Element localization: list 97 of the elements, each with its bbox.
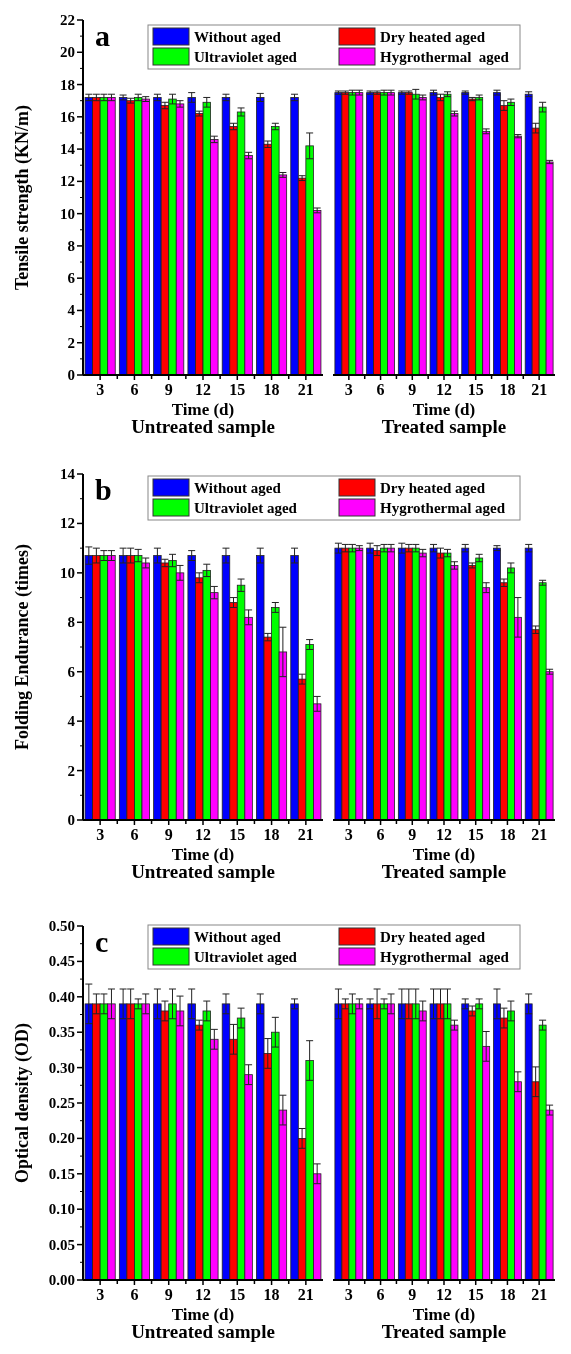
x-tick-label: 15 bbox=[467, 381, 484, 398]
y-axis-title: Optical density (OD) bbox=[12, 1023, 33, 1183]
y-tick-label: 0 bbox=[67, 812, 75, 828]
x-tick-label: 21 bbox=[531, 826, 548, 843]
x-tick-label: 15 bbox=[229, 381, 246, 398]
y-tick-label: 18 bbox=[60, 76, 75, 93]
x-tick-label: 9 bbox=[164, 1286, 173, 1303]
x-tick-label: 3 bbox=[96, 1286, 105, 1303]
x-tick-label: 6 bbox=[130, 381, 139, 398]
y-tick-label: 4 bbox=[67, 302, 76, 319]
y-tick-label: 0.30 bbox=[48, 1059, 75, 1076]
y-tick-label: 0.20 bbox=[48, 1130, 75, 1147]
y-tick-label: 8 bbox=[67, 237, 75, 254]
x-tick-label: 6 bbox=[376, 381, 385, 398]
y-tick-label: 0.50 bbox=[48, 918, 75, 934]
legend-label: Without aged bbox=[194, 29, 282, 45]
x-tick-label: 12 bbox=[436, 826, 452, 843]
x-tick-label: 3 bbox=[96, 381, 105, 398]
x-tick-label: 18 bbox=[263, 1286, 280, 1303]
x-tick-label: 18 bbox=[499, 826, 516, 843]
x-tick-label: 3 bbox=[344, 826, 353, 843]
y-tick-label: 10 bbox=[60, 205, 75, 222]
x-axis-title: Time (d) bbox=[171, 1305, 235, 1324]
y-tick-label: 22 bbox=[60, 12, 75, 28]
x-tick-label: 3 bbox=[344, 381, 353, 398]
y-tick-label: 14 bbox=[60, 466, 76, 482]
x-tick-label: 9 bbox=[408, 1286, 417, 1303]
y-tick-label: 6 bbox=[67, 270, 76, 287]
x-tick-label: 12 bbox=[195, 381, 211, 398]
x-tick-label: 15 bbox=[229, 1286, 246, 1303]
x-tick-label: 6 bbox=[130, 826, 139, 843]
y-tick-label: 0.25 bbox=[48, 1095, 75, 1111]
x-axis-title: Time (d) bbox=[412, 845, 476, 864]
y-tick-label: 0.00 bbox=[48, 1272, 75, 1288]
x-tick-label: 9 bbox=[408, 381, 417, 398]
x-tick-label: 12 bbox=[195, 826, 211, 843]
x-tick-label: 9 bbox=[164, 381, 173, 398]
chart-title: b bbox=[95, 473, 112, 506]
legend-label: Hygrothermal aged bbox=[380, 49, 510, 65]
x-tick-label: 15 bbox=[467, 826, 484, 843]
y-tick-label: 0.40 bbox=[48, 988, 75, 1005]
x-tick-label: 9 bbox=[408, 826, 417, 843]
x-tick-label: 6 bbox=[376, 1286, 385, 1303]
x-tick-label: 18 bbox=[499, 1286, 516, 1303]
y-tick-label: 14 bbox=[60, 141, 76, 158]
x-tick-label: 21 bbox=[297, 826, 314, 843]
y-tick-label: 0.45 bbox=[48, 953, 75, 970]
x-axis-title: Time (d) bbox=[412, 1305, 476, 1324]
y-tick-label: 2 bbox=[67, 762, 75, 779]
y-tick-label: 20 bbox=[60, 44, 75, 61]
x-axis-title: Time (d) bbox=[171, 400, 235, 419]
y-tick-label: 0.35 bbox=[48, 1024, 75, 1041]
x-tick-label: 12 bbox=[436, 381, 452, 398]
x-axis-title: Time (d) bbox=[171, 845, 235, 864]
y-tick-label: 12 bbox=[60, 515, 75, 532]
x-tick-label: 3 bbox=[344, 1286, 353, 1303]
legend-label: Dry heated aged bbox=[380, 929, 486, 945]
x-tick-label: 21 bbox=[297, 381, 314, 398]
legend-label: Hygrothermal aged bbox=[380, 500, 506, 516]
y-tick-label: 0.05 bbox=[48, 1236, 75, 1253]
x-tick-label: 15 bbox=[229, 826, 246, 843]
y-tick-label: 8 bbox=[67, 614, 75, 631]
x-axis-title: Time (d) bbox=[412, 400, 476, 419]
chart-title: a bbox=[95, 19, 110, 52]
y-tick-label: 12 bbox=[60, 173, 75, 190]
y-tick-label: 2 bbox=[67, 334, 75, 351]
x-tick-label: 12 bbox=[436, 1286, 452, 1303]
y-tick-label: 0.10 bbox=[48, 1201, 75, 1218]
y-axis-title: Folding Endurance (times) bbox=[12, 543, 33, 751]
y-tick-label: 4 bbox=[67, 713, 76, 730]
x-tick-label: 21 bbox=[531, 381, 548, 398]
y-tick-label: 16 bbox=[60, 108, 76, 125]
x-tick-label: 18 bbox=[263, 826, 280, 843]
chart-title: c bbox=[95, 925, 109, 958]
legend-label: Ultraviolet aged bbox=[194, 500, 298, 516]
x-tick-label: 9 bbox=[164, 826, 173, 843]
legend-label: Without aged bbox=[194, 929, 282, 945]
legend-label: Ultraviolet aged bbox=[194, 49, 298, 65]
y-tick-label: 10 bbox=[60, 564, 75, 581]
x-tick-label: 21 bbox=[297, 1286, 314, 1303]
x-tick-label: 6 bbox=[130, 1286, 139, 1303]
x-tick-label: 21 bbox=[531, 1286, 548, 1303]
y-tick-label: 0.15 bbox=[48, 1165, 75, 1182]
x-tick-label: 18 bbox=[263, 381, 280, 398]
legend-label: Without aged bbox=[194, 480, 282, 496]
y-tick-label: 6 bbox=[67, 663, 76, 680]
legend-label: Hygrothermal aged bbox=[380, 949, 510, 965]
x-tick-label: 3 bbox=[96, 826, 105, 843]
legend-label: Dry heated aged bbox=[380, 29, 486, 45]
x-tick-label: 15 bbox=[467, 1286, 484, 1303]
legend-label: Ultraviolet aged bbox=[194, 949, 298, 965]
x-tick-label: 12 bbox=[195, 1286, 211, 1303]
y-tick-label: 0 bbox=[67, 367, 75, 383]
x-tick-label: 6 bbox=[376, 826, 385, 843]
x-tick-label: 18 bbox=[499, 381, 516, 398]
y-axis-title: Tensile strength (KN/m) bbox=[12, 104, 33, 291]
legend-label: Dry heated aged bbox=[380, 480, 486, 496]
